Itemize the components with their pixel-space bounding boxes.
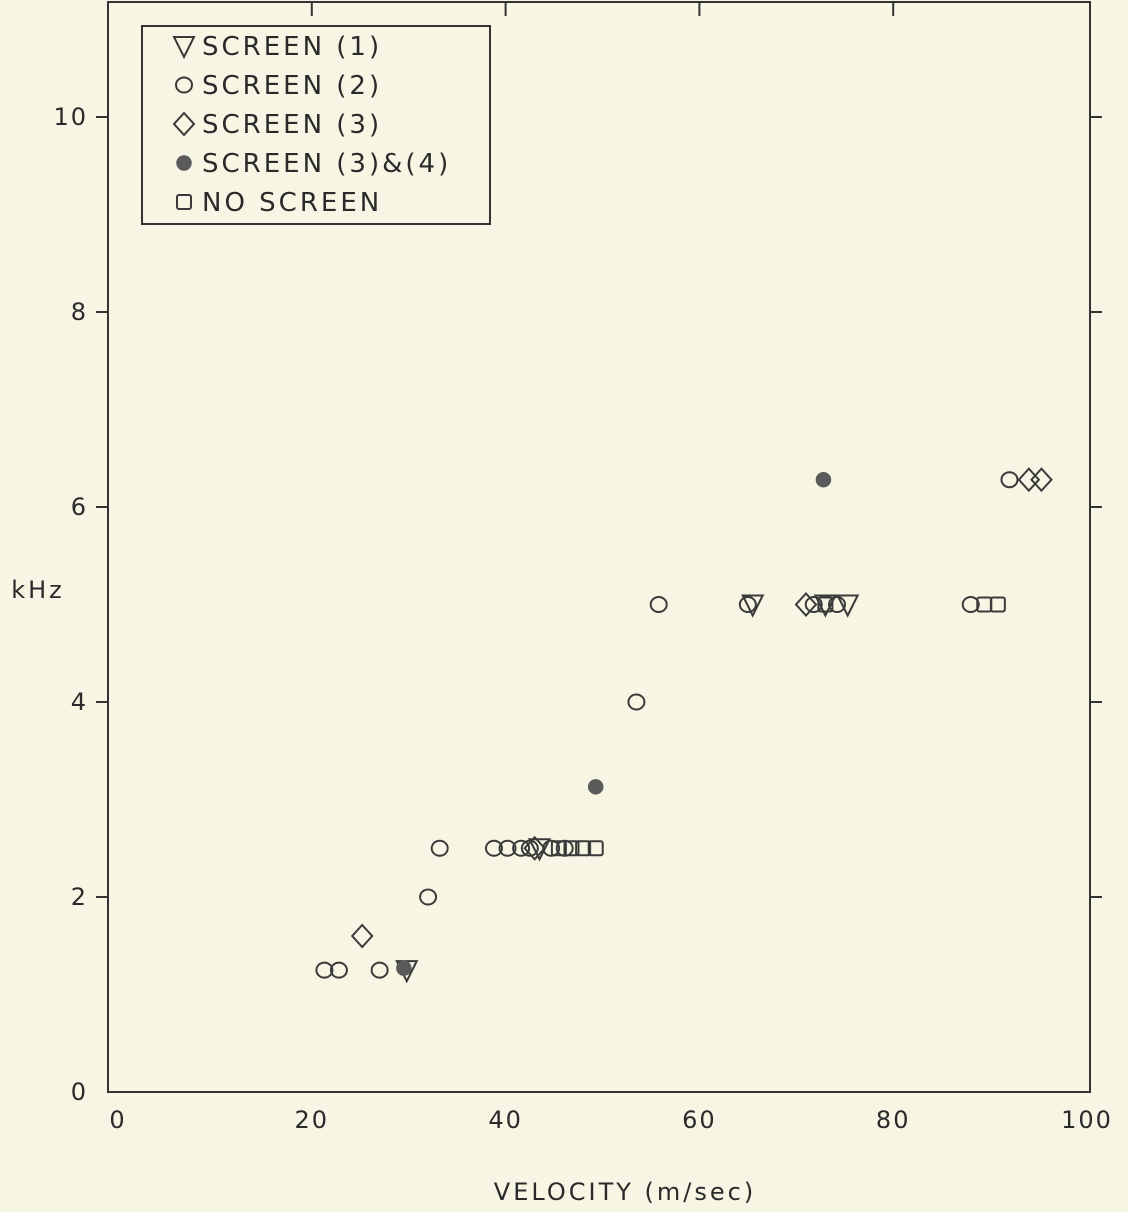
data-point bbox=[315, 961, 334, 979]
legend-marker bbox=[172, 111, 196, 137]
data-point bbox=[741, 594, 765, 618]
axis-ticks bbox=[96, 2, 1102, 898]
legend-marker bbox=[175, 76, 193, 94]
x-tick-labels: 0 20 40 60 80 100 bbox=[109, 1106, 1113, 1134]
legend-label: NO SCREEN bbox=[202, 188, 382, 218]
y-tick-label: 10 bbox=[53, 103, 88, 131]
data-point bbox=[804, 596, 823, 613]
x-tick-label: 100 bbox=[1061, 1106, 1113, 1134]
data-point bbox=[836, 594, 860, 618]
x-tick-label: 80 bbox=[876, 1106, 911, 1134]
y-axis-title: kHz bbox=[11, 576, 65, 604]
legend-label: SCREEN (2) bbox=[202, 71, 382, 101]
data-point bbox=[587, 840, 604, 857]
data-point bbox=[1030, 467, 1053, 493]
data-point bbox=[1000, 471, 1019, 489]
x-tick-label: 40 bbox=[488, 1106, 523, 1134]
legend-box bbox=[141, 25, 491, 225]
legend-marker bbox=[172, 36, 196, 60]
y-tick-label: 2 bbox=[71, 883, 88, 911]
data-point bbox=[627, 693, 646, 711]
data-point bbox=[961, 596, 980, 613]
data-point bbox=[484, 839, 503, 857]
x-axis-title: VELOCITY (m/sec) bbox=[494, 1178, 756, 1206]
y-tick-label: 4 bbox=[71, 688, 88, 716]
data-point bbox=[512, 839, 531, 857]
legend-marker bbox=[176, 155, 192, 171]
data-point bbox=[738, 596, 757, 613]
y-tick-labels: 0 2 4 6 8 10 bbox=[53, 103, 88, 1106]
data-point bbox=[370, 961, 389, 979]
data-point bbox=[989, 596, 1006, 613]
data-point bbox=[827, 596, 846, 613]
y-tick-label: 0 bbox=[71, 1078, 88, 1106]
data-point bbox=[817, 596, 834, 613]
data-point bbox=[350, 923, 374, 949]
data-point bbox=[794, 592, 818, 617]
y-tick-label: 6 bbox=[71, 493, 88, 521]
legend: SCREEN (1) SCREEN (2) SCREEN (3) SCREEN (3)… bbox=[141, 25, 491, 225]
y-tick-label: 8 bbox=[71, 298, 88, 326]
data-point bbox=[329, 961, 348, 979]
data-point bbox=[813, 594, 837, 618]
data-point bbox=[430, 839, 449, 857]
x-tick-label: 60 bbox=[682, 1106, 717, 1134]
x-tick-label: 0 bbox=[109, 1106, 126, 1134]
data-point bbox=[587, 779, 604, 795]
data-point bbox=[520, 839, 539, 857]
legend-label: SCREEN (3)&(4) bbox=[202, 149, 451, 179]
x-tick-label: 20 bbox=[295, 1106, 330, 1134]
data-point bbox=[563, 840, 580, 857]
data-point bbox=[396, 960, 412, 976]
data-point bbox=[1017, 467, 1041, 493]
data-points bbox=[315, 467, 1053, 984]
data-point bbox=[815, 471, 832, 488]
data-point bbox=[498, 839, 517, 857]
data-point bbox=[649, 596, 668, 613]
legend-marker bbox=[176, 194, 192, 210]
legend-label: SCREEN (1) bbox=[202, 32, 382, 62]
data-point bbox=[419, 888, 438, 906]
legend-label: SCREEN (3) bbox=[202, 110, 382, 140]
data-point bbox=[523, 835, 547, 861]
data-point bbox=[575, 840, 592, 857]
data-point bbox=[542, 839, 561, 857]
data-point bbox=[550, 840, 567, 857]
plot-frame bbox=[107, 1, 1091, 1093]
